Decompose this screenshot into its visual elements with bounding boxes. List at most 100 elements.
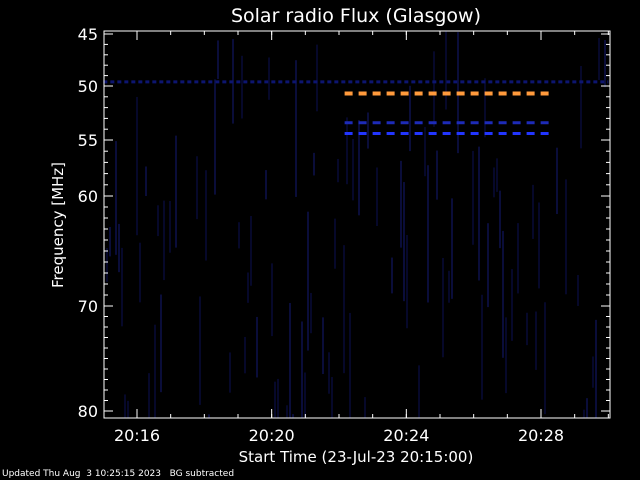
noise-column bbox=[391, 257, 393, 294]
noise-column bbox=[328, 352, 330, 394]
noise-column bbox=[118, 223, 120, 273]
noise-column bbox=[277, 378, 279, 418]
noise-column bbox=[367, 112, 369, 149]
noise-column bbox=[376, 167, 378, 226]
noise-column bbox=[214, 79, 216, 195]
noise-column bbox=[169, 201, 171, 253]
y-tick-label: 60 bbox=[78, 187, 98, 206]
noise-column bbox=[580, 66, 582, 149]
noise-column bbox=[577, 274, 579, 306]
noise-column bbox=[286, 405, 288, 418]
noise-column bbox=[493, 167, 495, 198]
noise-column bbox=[526, 312, 528, 346]
noise-column bbox=[538, 202, 540, 289]
noise-column bbox=[268, 57, 270, 100]
noise-column bbox=[295, 60, 297, 197]
noise-column bbox=[436, 150, 438, 200]
noise-column bbox=[229, 352, 231, 393]
chart-title: Solar radio Flux (Glasgow) bbox=[231, 5, 481, 27]
bg-note: BG subtracted bbox=[169, 469, 235, 479]
noise-column bbox=[250, 215, 252, 286]
noise-column bbox=[160, 294, 162, 393]
noise-column bbox=[595, 319, 597, 418]
noise-column bbox=[289, 302, 291, 418]
noise-column bbox=[502, 230, 504, 358]
noise-column bbox=[292, 414, 294, 418]
y-tick-label: 50 bbox=[78, 77, 98, 96]
noise-column bbox=[163, 200, 165, 281]
noise-column bbox=[358, 119, 360, 216]
noise-column bbox=[511, 269, 513, 341]
noise-column bbox=[442, 257, 444, 358]
noise-column bbox=[604, 40, 606, 88]
noise-column bbox=[256, 316, 258, 378]
noise-column bbox=[217, 40, 219, 79]
y-axis-label: Frequency [MHz] bbox=[49, 162, 67, 288]
noise-column bbox=[241, 55, 243, 119]
noise-column bbox=[484, 78, 486, 138]
noise-column bbox=[265, 170, 267, 200]
noise-column bbox=[418, 365, 420, 418]
y-tick-label: 80 bbox=[78, 402, 98, 421]
noise-column bbox=[145, 166, 147, 197]
noise-column bbox=[544, 302, 546, 415]
noise-column bbox=[331, 377, 333, 418]
noise-column bbox=[349, 312, 351, 418]
footer: Updated Thu Aug 3 10:25:15 2023 BG subtr… bbox=[2, 469, 234, 479]
noise-column bbox=[109, 226, 111, 257]
noise-column bbox=[139, 242, 141, 303]
noise-column bbox=[121, 247, 123, 327]
noise-column bbox=[400, 160, 402, 248]
noise-column bbox=[583, 409, 585, 418]
noise-column bbox=[346, 117, 348, 185]
noise-column bbox=[106, 248, 108, 282]
x-tick-label: 20:24 bbox=[383, 426, 429, 445]
noise-column bbox=[148, 373, 150, 418]
noise-column bbox=[364, 397, 366, 418]
noise-column bbox=[451, 198, 453, 299]
noise-column bbox=[307, 211, 309, 351]
noise-column bbox=[343, 245, 345, 374]
noise-column bbox=[301, 321, 303, 418]
noise-column bbox=[313, 152, 315, 176]
noise-column bbox=[175, 135, 177, 248]
noise-column bbox=[196, 156, 198, 220]
y-tick-label: 55 bbox=[78, 131, 98, 150]
y-tick-label: 70 bbox=[78, 297, 98, 316]
noise-column bbox=[517, 223, 519, 294]
noise-column bbox=[433, 51, 435, 127]
noise-column bbox=[586, 398, 588, 418]
x-axis-label: Start Time (23-Jul-23 20:15:00) bbox=[239, 448, 474, 466]
noise-column bbox=[496, 158, 498, 192]
noise-column bbox=[208, 414, 210, 418]
noise-column bbox=[310, 292, 312, 334]
noise-column bbox=[337, 158, 339, 183]
plot-frame bbox=[103, 30, 611, 419]
noise-column bbox=[478, 146, 480, 281]
x-tick-label: 20:16 bbox=[114, 426, 160, 445]
noise-column bbox=[316, 44, 318, 112]
noise-column bbox=[352, 138, 354, 201]
noise-column bbox=[535, 311, 537, 370]
x-tick-label: 20:28 bbox=[518, 426, 564, 445]
noise-column bbox=[205, 170, 207, 261]
noise-column bbox=[124, 394, 126, 418]
noise-column bbox=[409, 85, 411, 152]
noise-column bbox=[154, 324, 156, 418]
noise-column bbox=[157, 205, 159, 237]
y-tick-label: 45 bbox=[78, 25, 98, 44]
noise-column bbox=[247, 272, 249, 303]
noise-column bbox=[481, 294, 483, 400]
noise-column bbox=[448, 270, 450, 303]
noise-column bbox=[304, 372, 306, 418]
noise-column bbox=[115, 141, 117, 255]
noise-column bbox=[556, 147, 558, 215]
x-tick-label: 20:20 bbox=[249, 426, 295, 445]
noise-column bbox=[136, 96, 138, 236]
noise-column bbox=[322, 317, 324, 375]
noise-column bbox=[445, 31, 447, 110]
noise-column bbox=[403, 182, 405, 302]
noise-column bbox=[472, 150, 474, 245]
noise-column bbox=[505, 317, 507, 394]
